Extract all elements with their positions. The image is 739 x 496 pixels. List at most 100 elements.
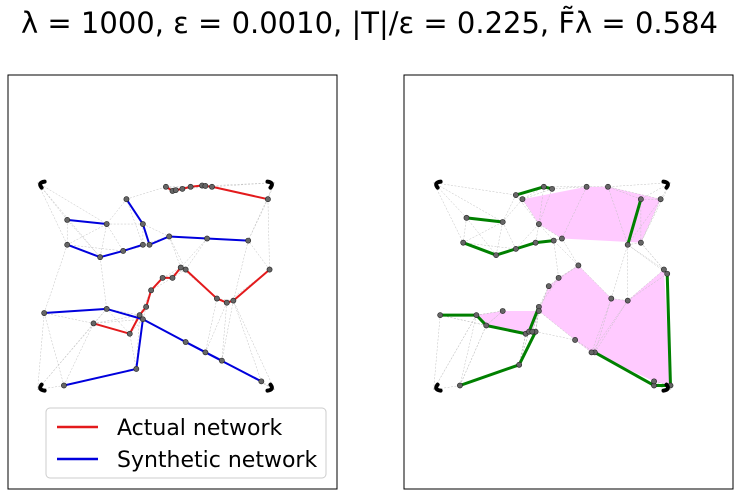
mesh-edge (37, 182, 101, 258)
mesh-edge (247, 182, 275, 241)
network-node (463, 214, 470, 221)
boundary-corner-node (661, 382, 670, 393)
mesh-edge (611, 244, 628, 299)
network-node (139, 241, 146, 248)
network-node (148, 287, 155, 294)
network-node (214, 295, 220, 302)
mesh-edge (561, 186, 587, 239)
synthetic-network-path (67, 218, 107, 226)
network-node (540, 183, 547, 190)
network-node (90, 320, 97, 327)
mesh-edge (205, 298, 218, 353)
network-node (103, 306, 110, 312)
legend-label-actual: Actual network (117, 416, 283, 441)
mesh-edge (221, 300, 234, 361)
shared-network-path (440, 306, 541, 336)
difference-region (522, 186, 661, 243)
mesh-edge (129, 333, 137, 369)
mesh-edge (538, 223, 554, 241)
mesh-edge (502, 194, 517, 223)
network-node (97, 254, 104, 261)
mesh-edge (538, 186, 545, 225)
mesh-edge (538, 223, 563, 239)
mesh-edge (43, 244, 68, 314)
network-node (457, 382, 463, 389)
network-node (169, 274, 176, 281)
mesh-edge (591, 298, 612, 353)
mesh-edge (233, 300, 275, 390)
mesh-edge (502, 221, 517, 249)
right-node-layer (434, 179, 674, 393)
network-node (529, 328, 536, 335)
mesh-edge (150, 277, 173, 291)
network-node (661, 266, 667, 273)
mesh-edge (37, 313, 45, 390)
mesh-edge (459, 325, 487, 386)
mesh-edge (162, 269, 186, 279)
network-node (223, 299, 230, 306)
mesh-edge (522, 188, 553, 200)
mesh-edge (247, 199, 269, 241)
network-node (41, 310, 48, 316)
mesh-edge (538, 277, 559, 307)
mesh-edge (247, 240, 270, 270)
mesh-edge (486, 310, 503, 326)
mesh-edge (221, 302, 228, 361)
right-region-layer (476, 186, 671, 386)
mesh-edge (640, 242, 665, 270)
network-node (126, 330, 133, 337)
network-node (499, 308, 506, 314)
network-node (605, 183, 611, 190)
mesh-edge (522, 199, 540, 225)
network-node (559, 235, 565, 242)
network-node (163, 183, 169, 190)
network-node (512, 245, 519, 252)
mesh-edge (172, 269, 186, 279)
network-node (624, 241, 631, 248)
network-node (139, 221, 146, 227)
mesh-edge (561, 238, 579, 266)
mesh-edge (591, 300, 628, 353)
mesh-edge (233, 300, 262, 382)
network-node (159, 274, 166, 281)
mesh-edge (538, 286, 549, 307)
network-node (512, 192, 519, 198)
legend-label-synthetic: Synthetic network (117, 448, 317, 473)
difference-region (538, 265, 671, 386)
mesh-edge (532, 310, 540, 332)
mesh-edge (463, 221, 503, 243)
mesh-edge (67, 244, 124, 252)
difference-region (476, 310, 539, 334)
network-node (575, 262, 582, 269)
network-node (637, 196, 644, 203)
network-node (61, 382, 67, 389)
mesh-edge (433, 182, 464, 243)
mesh-edge (627, 269, 665, 301)
mesh-edge (611, 298, 628, 301)
mesh-edge (106, 308, 130, 334)
mesh-edge (627, 273, 668, 301)
mesh-edge (640, 199, 661, 243)
network-node (483, 322, 490, 329)
mesh-edge (553, 240, 559, 278)
mesh-edge (37, 182, 107, 225)
network-node (136, 312, 143, 319)
mesh-edge (594, 298, 612, 353)
synthetic-network-path (125, 198, 249, 246)
network-node (245, 237, 252, 244)
mesh-edge (216, 298, 234, 301)
mesh-edge (502, 199, 523, 223)
boundary-corner-node (38, 382, 47, 393)
network-node (103, 221, 110, 227)
network-node (230, 297, 237, 304)
network-node (166, 233, 173, 240)
network-node (172, 187, 179, 193)
right-panel-frame (403, 74, 734, 490)
network-node (532, 239, 539, 246)
boundary-corner-node (434, 179, 443, 190)
network-node (549, 185, 555, 192)
network-node (64, 216, 71, 223)
network-node (545, 283, 552, 290)
mesh-edge (126, 199, 144, 245)
mesh-edge (538, 310, 576, 341)
